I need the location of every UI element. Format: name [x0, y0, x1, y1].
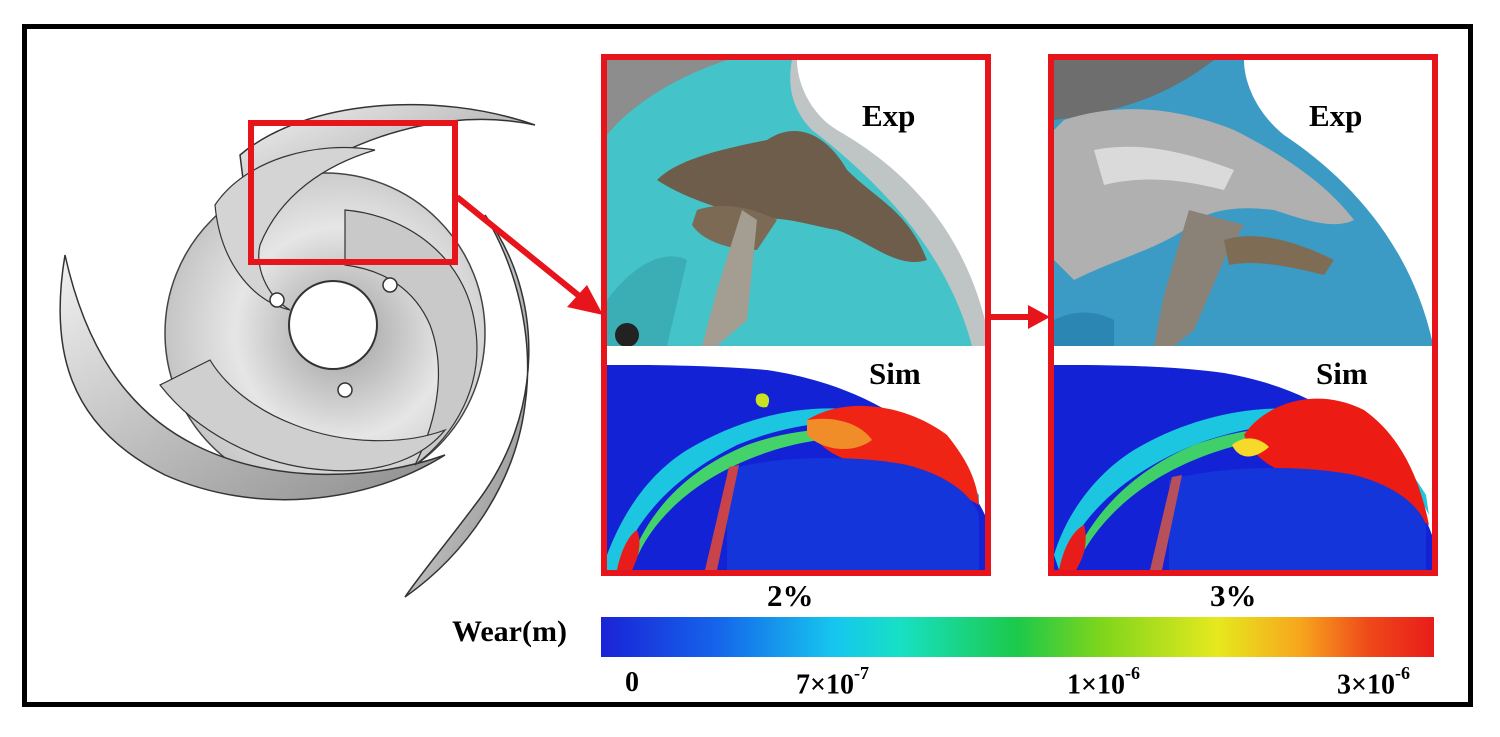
- experiment-photo: [1054, 60, 1432, 346]
- zoom-arrow: [455, 195, 603, 315]
- impeller-drawing: [59, 103, 536, 598]
- impeller-vane: [214, 146, 376, 311]
- simulation-contour: [1054, 365, 1432, 570]
- colorbar-tick: 3×10-6: [1337, 663, 1410, 701]
- sim-label: Sim: [869, 356, 921, 391]
- balance-hole: [337, 382, 353, 398]
- colorbar-title: Wear(m): [452, 615, 567, 648]
- impeller-vane: [344, 209, 478, 466]
- highlight-region: [248, 120, 458, 265]
- simulation-contour: [607, 365, 985, 570]
- experiment-photo: [607, 60, 985, 346]
- exp-label: Exp: [862, 98, 916, 133]
- impeller-blade: [404, 214, 530, 598]
- shaft-bore: [288, 280, 378, 370]
- tick-exponent: -6: [1394, 663, 1410, 683]
- exp-label: Exp: [1309, 98, 1363, 133]
- tick-value: 1×10: [1067, 669, 1125, 701]
- sim-label: Sim: [1316, 356, 1368, 391]
- percent-label: 2%: [767, 578, 814, 613]
- tick-value: 7×10: [796, 669, 854, 701]
- tick-exponent: -6: [1124, 663, 1140, 683]
- percent-label: 3%: [1210, 578, 1257, 613]
- wear-colorbar: [601, 617, 1434, 657]
- tick-value: 0: [625, 667, 639, 698]
- tick-exponent: -7: [853, 663, 869, 683]
- impeller-blade: [59, 254, 446, 501]
- colorbar-tick: 7×10-7: [796, 663, 869, 701]
- panel-3-percent: Exp Sim: [1048, 54, 1438, 576]
- panel-2-percent: Exp Sim: [601, 54, 991, 576]
- impeller-vane: [159, 359, 447, 472]
- tick-value: 3×10: [1337, 669, 1395, 701]
- balance-hole: [269, 292, 285, 308]
- progress-arrow: [988, 305, 1050, 329]
- balance-hole: [382, 277, 398, 293]
- colorbar-tick: 0: [625, 667, 639, 699]
- colorbar-tick: 1×10-6: [1067, 663, 1140, 701]
